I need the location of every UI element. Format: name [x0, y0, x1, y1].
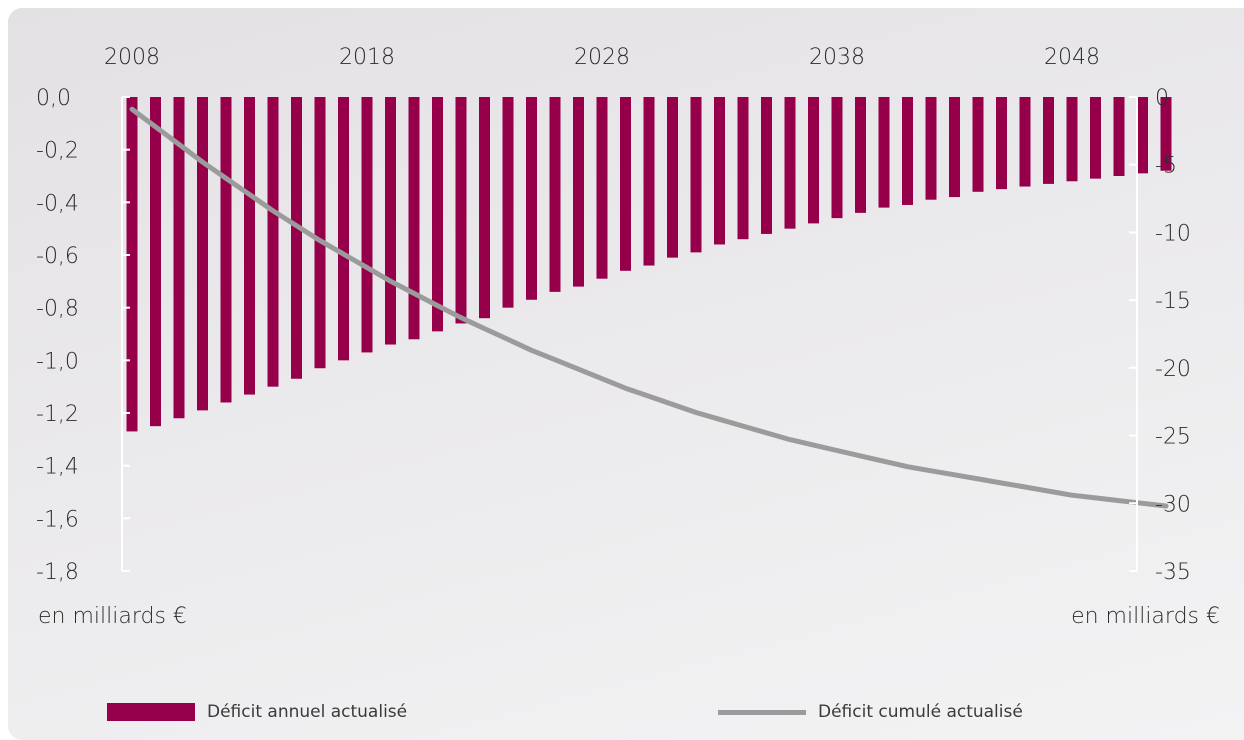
left-axis-unit: en milliards €: [38, 604, 187, 629]
bar: [737, 97, 749, 240]
bar: [126, 97, 138, 432]
bar: [385, 97, 396, 345]
bar: [855, 97, 866, 213]
bar: [502, 97, 514, 308]
bar: [267, 97, 279, 387]
bar: [972, 97, 984, 192]
left-axis-tick-label: -0,4: [36, 191, 79, 216]
left-axis-tick-label: -1,8: [36, 560, 79, 585]
bar: [1160, 97, 1172, 171]
bar: [949, 97, 960, 198]
legend-swatch-bars: [107, 703, 195, 721]
right-axis-tick-label: -5: [1155, 154, 1177, 179]
chart-canvas: 0,0 -0,2 -0,4 -0,6 -0,8 -1,0 -1,2 -1,4 -1,6 -1,8 0…: [36, 45, 1191, 585]
bar: [244, 97, 255, 395]
right-axis-tick-label: -30: [1155, 492, 1191, 517]
bar: [784, 97, 796, 229]
bar: [808, 97, 819, 224]
bar: [1090, 97, 1101, 179]
bar: [1137, 97, 1148, 174]
right-axis-tick-label: -20: [1155, 357, 1191, 382]
bar: [643, 97, 655, 266]
x-axis-tick-label: 2028: [574, 45, 630, 70]
bar: [150, 97, 161, 427]
bar: [314, 97, 326, 369]
bar: [690, 97, 702, 253]
chart-panel: 0,0 -0,2 -0,4 -0,6 -0,8 -1,0 -1,2 -1,4 -1,6 -1,8 0…: [8, 8, 1244, 740]
right-axis-tick-label: -35: [1155, 560, 1191, 585]
legend-item-bars: Déficit annuel actualisé: [107, 696, 407, 728]
x-axis-tick-label: 2038: [809, 45, 865, 70]
x-axis-tick-label: 2018: [339, 45, 395, 70]
legend-label-line: Déficit cumulé actualisé: [818, 702, 1023, 722]
left-axis-tick-label: -0,8: [36, 297, 79, 322]
bar: [878, 97, 890, 208]
bar: [1066, 97, 1078, 182]
bar: [667, 97, 678, 258]
bar: [197, 97, 208, 411]
right-axis-tick-label: -15: [1155, 289, 1191, 314]
x-axis-tick-label: 2008: [104, 45, 160, 70]
right-axis-unit: en milliards €: [1071, 604, 1220, 629]
bar: [1113, 97, 1125, 176]
bar: [831, 97, 843, 219]
x-axis-tick-label: 2048: [1044, 45, 1100, 70]
left-axis-tick-label: -0,2: [36, 139, 79, 164]
bar: [291, 97, 302, 379]
left-axis-tick-label: 0,0: [36, 86, 71, 111]
left-axis-tick-label: -0,6: [36, 244, 79, 269]
legend-label-bars: Déficit annuel actualisé: [207, 702, 408, 722]
bar: [761, 97, 772, 234]
series-line-cumulative: [129, 106, 1169, 509]
bar: [1019, 97, 1031, 187]
bar: [526, 97, 537, 300]
bar: [455, 97, 467, 324]
bar: [338, 97, 349, 361]
bar: [714, 97, 725, 245]
right-axis-tick-label: -25: [1155, 425, 1191, 450]
right-axis-tick-label: 0: [1155, 86, 1169, 111]
left-axis-tick-label: -1,2: [36, 402, 79, 427]
legend-item-line: Déficit cumulé actualisé: [718, 696, 1023, 728]
left-axis-tick-label: -1,6: [36, 507, 79, 532]
legend-swatch-line: [718, 709, 806, 715]
bar: [549, 97, 561, 292]
left-axis-tick-label: -1,4: [36, 455, 79, 480]
right-axis-tick-label: -10: [1155, 221, 1191, 246]
bar: [479, 97, 490, 319]
bar: [220, 97, 232, 403]
bar: [620, 97, 631, 271]
bar: [925, 97, 937, 200]
bar: [173, 97, 185, 419]
bar: [408, 97, 420, 340]
bar: [361, 97, 373, 353]
bar: [573, 97, 584, 287]
left-axis-tick-label: -1,0: [36, 349, 79, 374]
bar: [596, 97, 608, 279]
bar: [432, 97, 443, 332]
bar: [996, 97, 1007, 190]
bar: [902, 97, 913, 205]
bar: [1043, 97, 1054, 184]
